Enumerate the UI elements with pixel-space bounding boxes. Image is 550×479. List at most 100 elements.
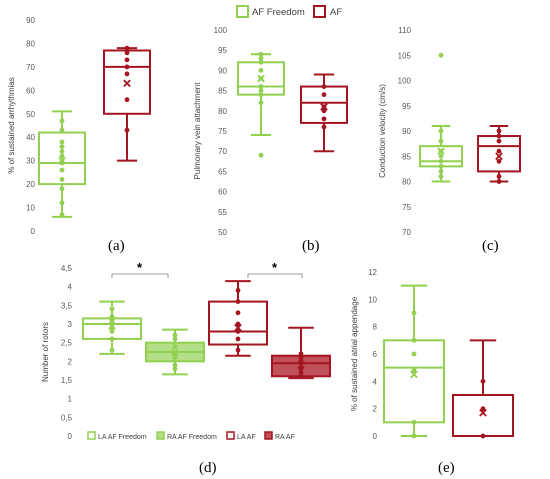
data-point (124, 57, 130, 63)
data-point (496, 138, 502, 144)
data-point (438, 138, 444, 144)
data-point (258, 152, 264, 158)
y-tick-label: 75 (218, 127, 227, 136)
box-series-la-af (208, 280, 268, 357)
data-point (172, 332, 178, 338)
y-tick-label: 4,5 (61, 264, 73, 273)
y-tick-label: 60 (26, 86, 35, 95)
data-point (235, 299, 241, 304)
data-point (321, 108, 327, 114)
data-point (109, 347, 115, 353)
legend-d-swatch-ra-af-freedom (156, 431, 165, 440)
data-point (59, 118, 65, 124)
data-point (172, 336, 178, 342)
y-tick-label: 90 (402, 127, 411, 136)
data-point (109, 329, 115, 334)
y-tick-label: 110 (398, 26, 411, 35)
mean-marker (320, 102, 328, 111)
data-point (235, 321, 241, 327)
box-series-af (103, 45, 151, 162)
data-point (109, 306, 115, 312)
y-tick-label: 90 (26, 16, 35, 25)
data-point (59, 200, 65, 206)
data-point (124, 45, 130, 51)
data-point (258, 100, 264, 106)
box-series-af (452, 339, 514, 439)
data-point (298, 370, 304, 375)
y-axis-label: % of sustained arrhythmias (7, 77, 16, 174)
mean-marker (495, 152, 503, 161)
data-point (258, 68, 264, 73)
y-tick-label: 65 (218, 167, 227, 176)
mean-marker (297, 361, 305, 369)
legend-d-label-la-af: LA AF (237, 434, 256, 441)
data-point (172, 344, 178, 349)
y-tick-label: 70 (402, 228, 411, 237)
data-point (438, 169, 444, 174)
data-point (258, 88, 264, 93)
data-point (321, 124, 327, 130)
mean-marker (479, 408, 487, 417)
data-point (59, 167, 65, 173)
data-point (59, 212, 65, 217)
data-point (258, 84, 264, 89)
data-point (124, 127, 130, 133)
legend-swatch-af (313, 5, 326, 18)
mean-marker (108, 322, 116, 330)
y-tick-label: 70 (218, 147, 227, 156)
y-tick-label: 40 (26, 133, 35, 142)
mean-marker (410, 370, 418, 379)
y-tick-label: 3,5 (61, 301, 73, 310)
data-point (496, 133, 502, 139)
chart-panel-b: 50 55 60 65 70 75 80 85 90 95 100 Pulmonary vein at… (193, 26, 348, 237)
data-point (109, 314, 115, 319)
legend-d-label-la-af-freedom: LA AF Freedom (98, 434, 147, 441)
y-tick-label: 60 (218, 188, 227, 197)
y-tick-label: 1 (68, 395, 73, 404)
data-point (496, 174, 502, 179)
data-point (438, 158, 444, 164)
y-tick-label: 95 (402, 102, 411, 111)
y-tick-label: 105 (398, 51, 412, 60)
box-series-af-freedom (419, 52, 463, 183)
box-series-af-freedom (38, 110, 86, 218)
y-tick-label: 80 (26, 39, 35, 48)
data-point (496, 128, 502, 134)
y-axis-label: Pulmonary vein attachment (193, 82, 202, 180)
data-point (124, 50, 130, 56)
y-tick-label: 12 (368, 268, 377, 277)
data-point (298, 351, 304, 357)
box-series-la-af-freedom (82, 300, 142, 355)
data-point (480, 378, 486, 384)
data-point (411, 368, 417, 373)
y-tick-label: 10 (368, 295, 377, 304)
y-axis-label: Number of rotors (41, 322, 50, 382)
data-point (258, 51, 264, 57)
data-point (298, 355, 304, 360)
y-tick-label: 3 (68, 320, 73, 329)
y-tick-label: 0 (68, 432, 73, 441)
data-point (298, 373, 304, 379)
data-point (438, 52, 444, 58)
iqr-box (452, 394, 514, 437)
y-tick-label: 85 (402, 152, 411, 161)
y-tick-label: 4 (373, 377, 378, 386)
mean-marker (58, 156, 66, 165)
y-tick-label: 30 (26, 157, 35, 166)
mean-marker (257, 74, 265, 83)
mean-marker (171, 348, 179, 356)
y-tick-label: 80 (402, 178, 411, 187)
data-point (235, 329, 241, 334)
data-point (109, 317, 115, 323)
data-point (59, 127, 65, 133)
top-legend: AF Freedom AF (236, 5, 342, 18)
data-point (258, 55, 264, 61)
y-tick-label: 4 (68, 283, 73, 292)
data-point (124, 64, 130, 70)
data-point (59, 139, 65, 145)
panel-label-c: (c) (482, 238, 499, 254)
data-point (438, 163, 444, 169)
y-tick-label: 50 (26, 110, 35, 119)
data-point (411, 419, 417, 425)
